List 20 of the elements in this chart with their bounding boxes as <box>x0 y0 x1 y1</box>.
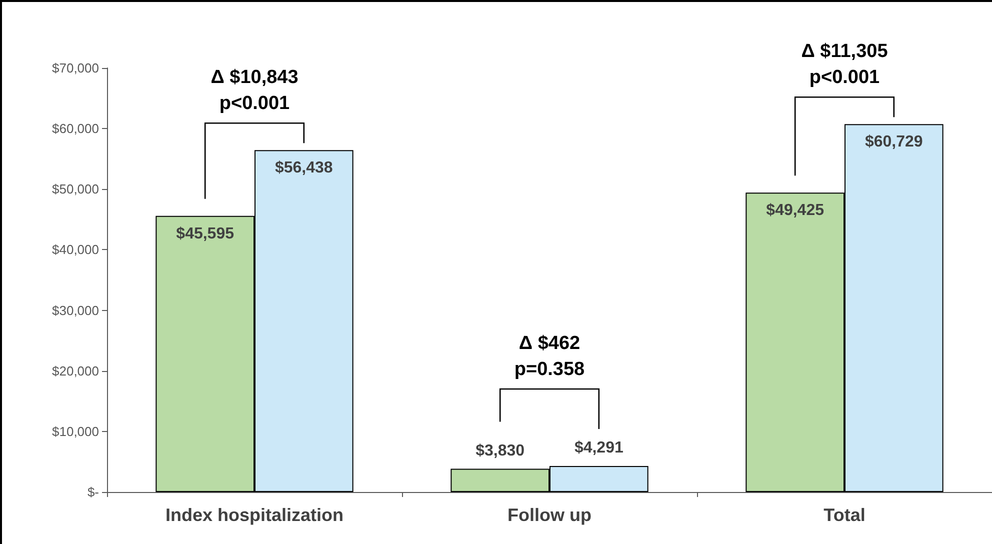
x-tick-label: Follow up <box>508 505 592 525</box>
y-tick-label: $50,000 <box>52 182 99 197</box>
y-tick-label: $30,000 <box>52 302 99 318</box>
y-tick-label: $10,000 <box>52 424 99 439</box>
data-label: $49,425 <box>766 202 824 220</box>
y-tick-label: $40,000 <box>52 242 99 258</box>
data-label: $3,830 <box>476 442 525 460</box>
annotation: Δ $462 p=0.358 <box>514 333 585 380</box>
data-label: $60,729 <box>864 134 923 151</box>
y-tick-label: $20,000 <box>52 363 99 378</box>
annotation: Δ $10,843 p<0.001 <box>210 67 298 114</box>
y-tick-label: $70,000 <box>52 60 99 76</box>
data-label: $45,595 <box>176 225 234 242</box>
x-tick-label: Index hospitalization <box>165 505 344 525</box>
annotation: Δ $11,305 p<0.001 <box>801 41 888 88</box>
x-tick-label: Total <box>824 505 866 525</box>
data-label: $4,291 <box>574 440 624 457</box>
data-label: $56,438 <box>274 160 333 177</box>
y-tick-label: $60,000 <box>52 121 99 136</box>
y-tick-label: $- <box>87 484 99 500</box>
